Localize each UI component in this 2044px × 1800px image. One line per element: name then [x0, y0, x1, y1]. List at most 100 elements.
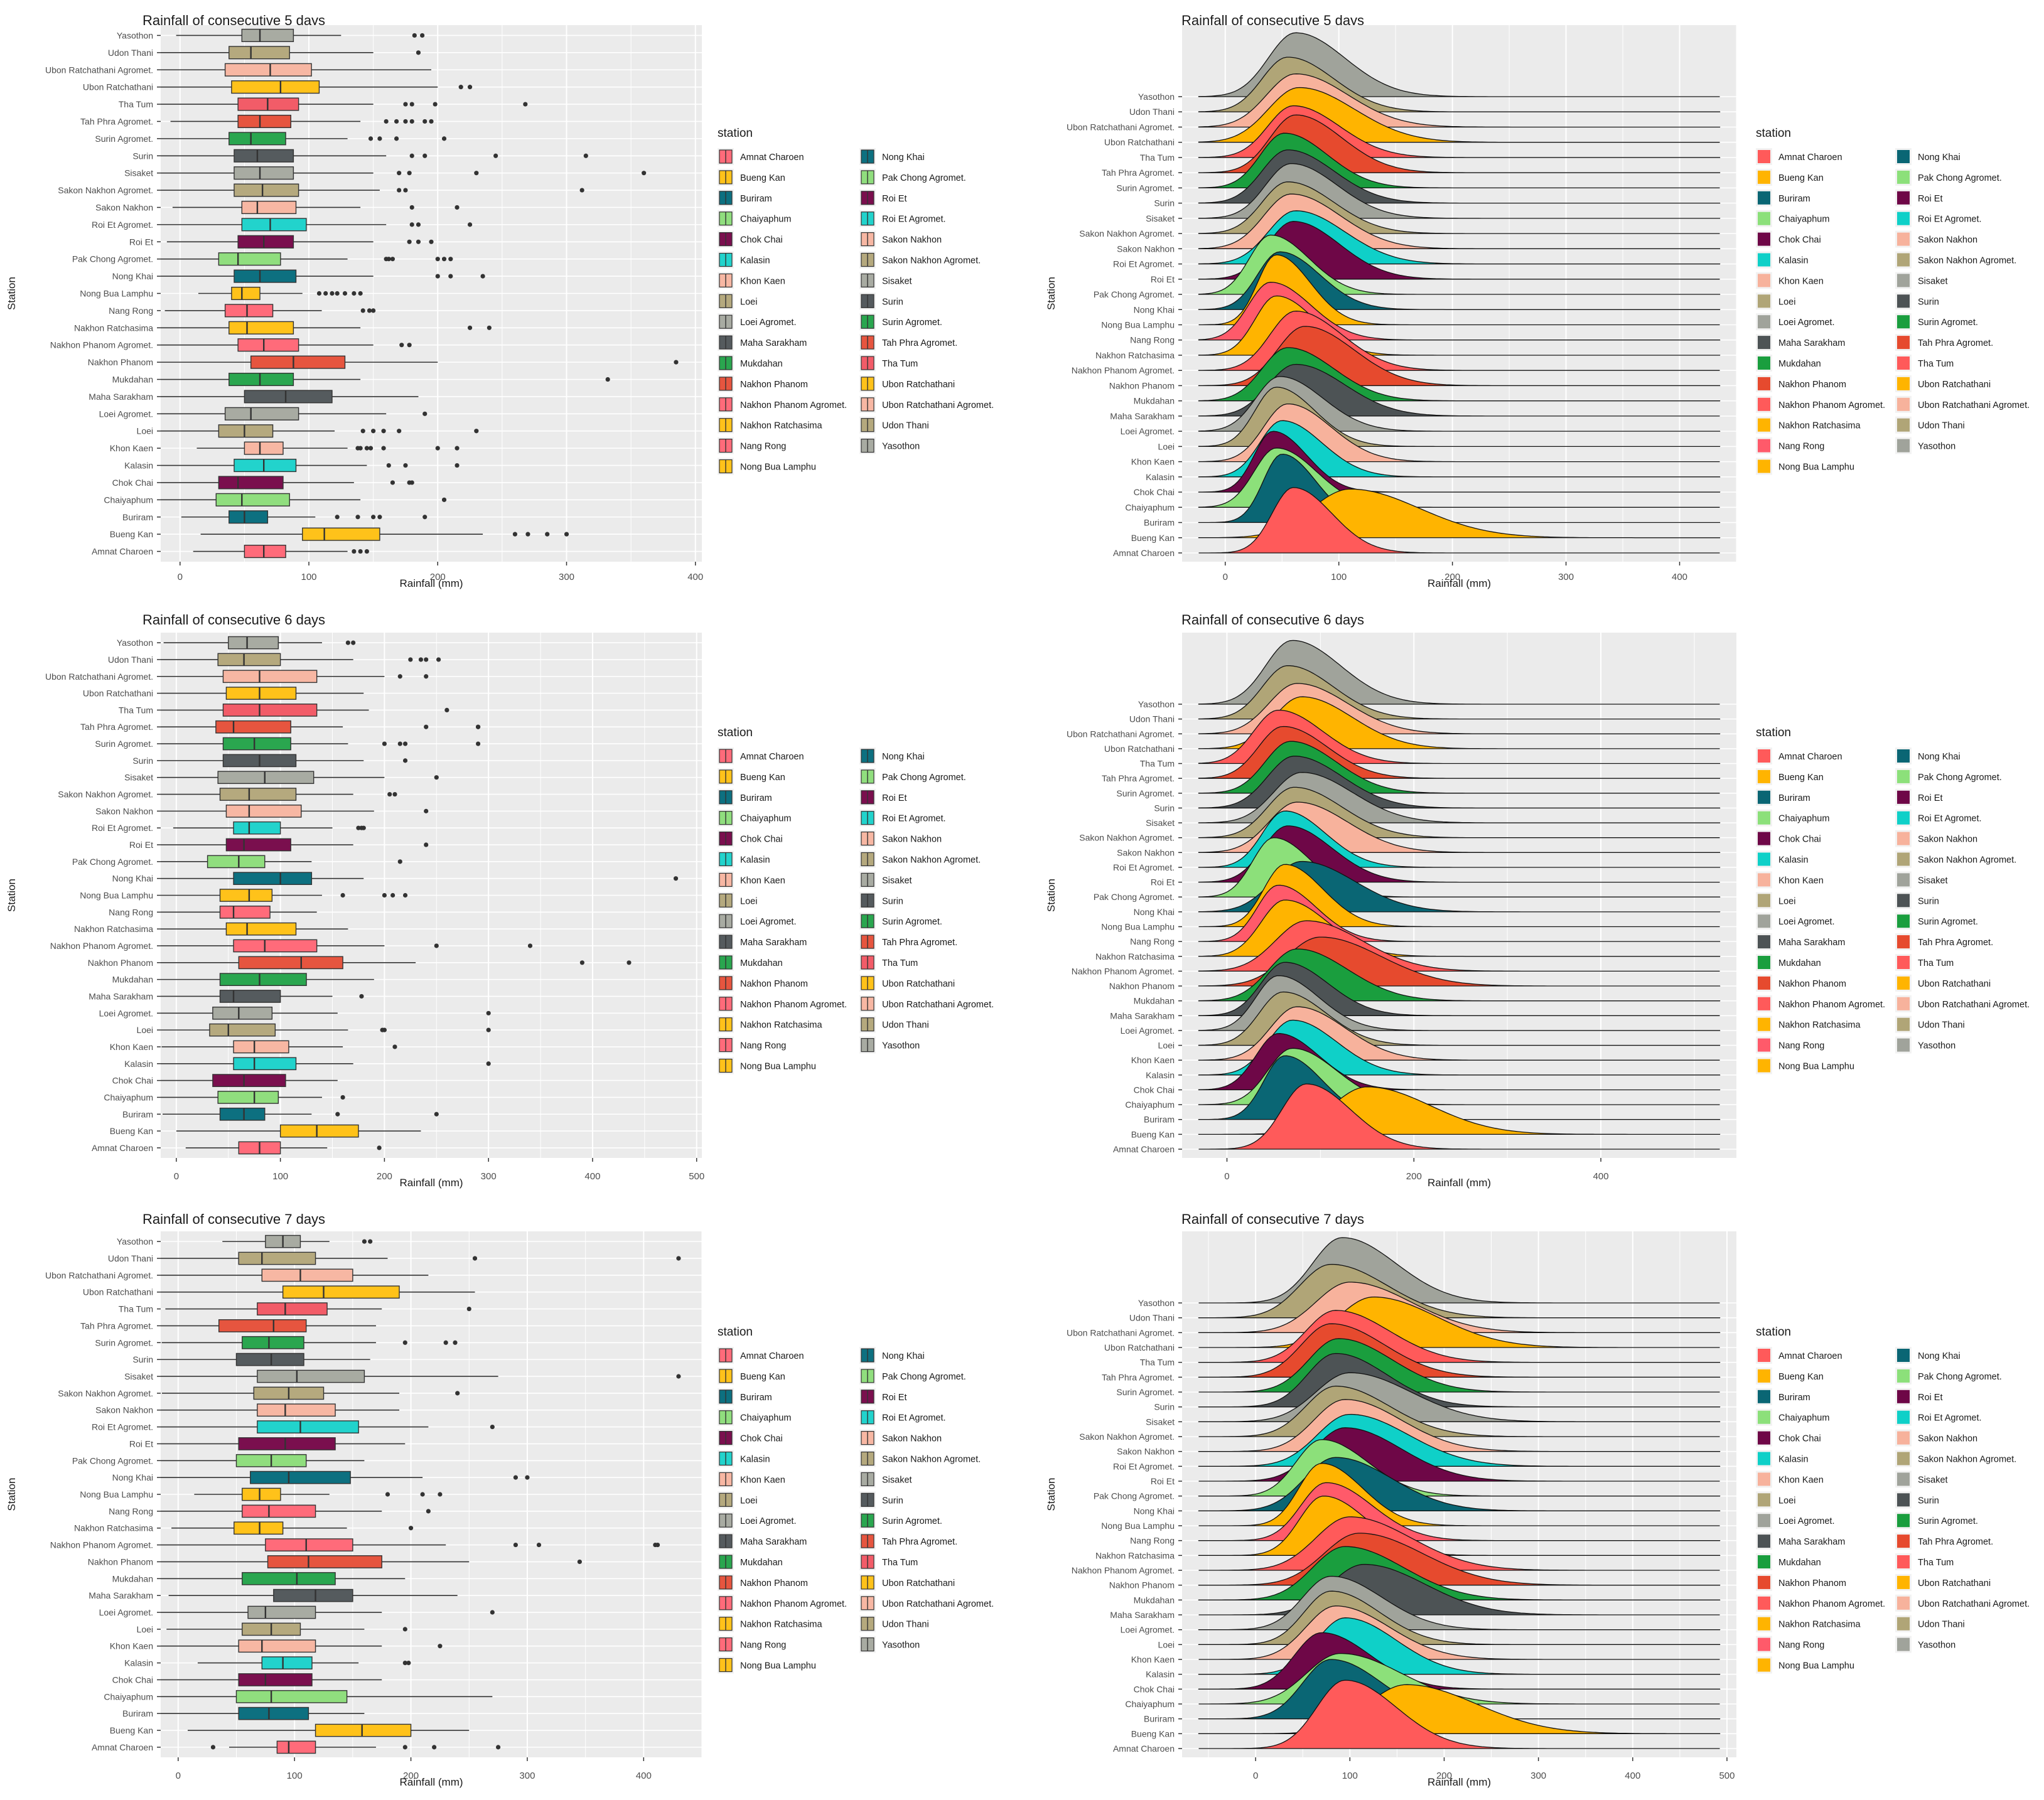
outlier-point [416, 50, 421, 55]
x-tick-label: 0 [1253, 1771, 1258, 1781]
y-tick-label: Roi Et Agromet. [1113, 862, 1175, 872]
legend-label-sakon-nakhon: Sakon Nakhon [882, 1434, 942, 1444]
outlier-point [371, 429, 376, 434]
outlier-point [426, 1509, 431, 1514]
y-tick-label: Bueng Kan [110, 1725, 153, 1735]
outlier-point [397, 171, 402, 176]
box [279, 1124, 359, 1138]
legend-label-surin: Surin [882, 297, 903, 307]
legend-label-udon-thani: Udon Thani [1918, 1021, 1965, 1031]
outlier-point [455, 205, 460, 210]
legend-swatch-nakhon-phanom-agromet [1758, 397, 1770, 411]
x-tick-label: 500 [689, 1171, 704, 1182]
legend-label-tha-tum: Tha Tum [882, 1558, 918, 1568]
legend-label-tha-tum: Tha Tum [882, 359, 918, 369]
y-tick-label: Roi Et Agromet. [92, 823, 153, 833]
outlier-point [394, 136, 399, 141]
legend-swatch-buriram [1758, 790, 1770, 804]
legend-label-sakon-nakhon-agromet: Sakon Nakhon Agromet. [882, 256, 981, 266]
outlier-point [513, 1475, 518, 1480]
x-tick-label: 0 [1223, 572, 1228, 582]
legend-label-nong-bua-lamphu: Nong Bua Lamphu [1778, 1661, 1854, 1671]
y-tick-label: Tha Tum [119, 705, 153, 715]
outlier-point [381, 429, 386, 434]
legend-swatch-roi-et-agromet [1897, 212, 1910, 225]
y-tick-label: Loei Agromet. [1121, 426, 1175, 436]
y-tick-label: Sakon Nakhon Agromet. [1079, 228, 1175, 238]
boxplot-maha-sarakham [161, 990, 364, 1003]
boxplot-ubon-ratchathani-agromet [161, 63, 431, 77]
legend-label-chaiyaphum: Chaiyaphum [740, 215, 791, 225]
outlier-point [424, 674, 429, 679]
outlier-point [486, 1061, 491, 1066]
outlier-point [356, 825, 361, 830]
boxplot-sakon-nakhon-agromet [161, 183, 584, 197]
boxplot-buriram [181, 510, 428, 524]
outlier-point [368, 446, 374, 451]
legend-label-nong-bua-lamphu: Nong Bua Lamphu [1778, 463, 1854, 473]
y-tick-label: Maha Sarakham [1110, 1010, 1175, 1021]
outlier-point [377, 1145, 382, 1150]
y-axis-title: Station [1045, 277, 1057, 310]
outlier-point [408, 657, 413, 662]
legend-label-khon-kaen: Khon Kaen [1778, 876, 1824, 886]
legend-label-tha-tum: Tha Tum [1918, 1558, 1954, 1568]
legend-label-chaiyaphum: Chaiyaphum [740, 814, 791, 824]
x-axis-title: Rainfall (mm) [399, 1776, 463, 1788]
y-tick-label: Khon Kaen [110, 1641, 153, 1651]
legend-swatch-loei-agromet [1758, 1514, 1770, 1528]
legend-swatch-ubon-ratchathani-agromet [1897, 997, 1910, 1010]
boxplot-amnat-charoen [193, 544, 369, 559]
outlier-point [408, 1526, 414, 1531]
boxplot-nakhon-phanom [161, 956, 632, 970]
y-tick-label: Nong Khai [1134, 304, 1175, 314]
legend-label-maha-sarakham: Maha Sarakham [740, 1537, 807, 1547]
y-axis-title: Station [6, 1478, 18, 1511]
legend-swatch-tha-tum [1897, 956, 1910, 969]
outlier-point [418, 657, 424, 662]
legend-swatch-nong-khai [1897, 150, 1910, 163]
legend-label-nong-khai: Nong Khai [1918, 752, 1961, 762]
legend-label-roi-et: Roi Et [882, 194, 907, 204]
box [244, 441, 284, 455]
legend-swatch-surin-agromet [1897, 315, 1910, 329]
box [302, 527, 380, 541]
y-tick-label: Ubon Ratchathani [1104, 744, 1175, 754]
legend-label-roi-et-agromet: Roi Et Agromet. [882, 215, 946, 225]
legend-label-amnat-charoen: Amnat Charoen [740, 1351, 804, 1361]
outlier-point [579, 960, 584, 965]
outlier-point [368, 1239, 373, 1244]
x-tick-label: 300 [1530, 1771, 1546, 1781]
box [261, 1656, 313, 1669]
legend-swatch-sakon-nakhon-agromet [1897, 852, 1910, 866]
box [257, 1420, 359, 1433]
outlier-point [382, 1027, 387, 1032]
box [229, 510, 269, 524]
outlier-point [424, 724, 429, 729]
y-tick-label: Nakhon Ratchasima [1095, 1550, 1175, 1560]
boxplot-khon-kaen [196, 441, 460, 455]
outlier-point [342, 291, 348, 296]
boxplot-sisaket [161, 166, 647, 180]
boxplot-kalasin [161, 1057, 491, 1071]
outlier-point [390, 892, 395, 898]
outlier-point [371, 515, 376, 520]
x-tick-label: 300 [1558, 572, 1574, 582]
y-tick-label: Yasothon [1138, 699, 1175, 709]
legend-label-nang-rong: Nang Rong [740, 1641, 786, 1651]
legend-label-nakhon-ratchasima: Nakhon Ratchasima [1778, 1620, 1861, 1630]
box [225, 805, 302, 818]
y-tick-label: Buriram [122, 512, 153, 522]
y-tick-label: Tha Tum [119, 1304, 153, 1314]
outlier-point [455, 463, 460, 468]
outlier-point [335, 515, 340, 520]
outlier-point [424, 657, 429, 662]
outlier-point [210, 1745, 216, 1750]
y-tick-label: Loei Agromet. [99, 409, 153, 419]
outlier-point [579, 188, 584, 193]
legend-label-nong-khai: Nong Khai [1918, 153, 1961, 163]
box [233, 1040, 289, 1054]
x-tick-label: 300 [481, 1171, 497, 1182]
outlier-point [407, 239, 412, 244]
y-tick-label: Nakhon Phanom [1109, 1580, 1175, 1590]
